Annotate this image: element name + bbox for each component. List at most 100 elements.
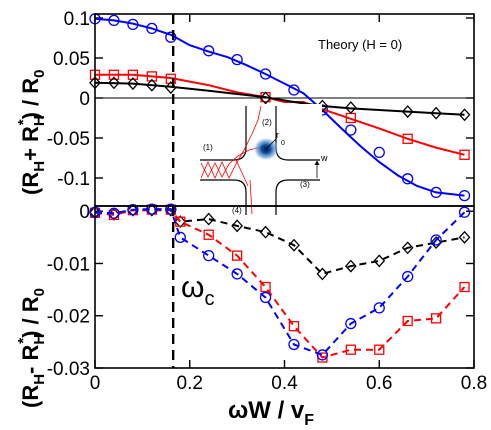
lead-4-label: (4) xyxy=(232,206,242,215)
inset-trajectories xyxy=(200,105,263,215)
width-label: w xyxy=(320,153,328,163)
bottom-marker-circle xyxy=(458,206,471,218)
top-y-tick-label: 0 xyxy=(79,89,90,110)
bottom-marker-circle xyxy=(345,317,357,330)
bottom-marker-circle xyxy=(231,268,243,280)
top-marker-circle xyxy=(458,189,471,202)
bottom-series-line-diamond xyxy=(94,209,465,276)
top-marker-circle xyxy=(259,68,272,80)
top-marker-circle xyxy=(430,186,442,199)
lead-2-label: (2) xyxy=(262,118,272,127)
bottom-marker-circle xyxy=(203,249,215,262)
bottom-y-ticks: 0 -0.01 -0.02 -0.03 xyxy=(47,202,474,380)
bottom-marker-circle xyxy=(108,207,120,219)
bottom-marker-diamond xyxy=(127,203,139,217)
bottom-series-layer xyxy=(89,203,471,363)
top-marker-circle xyxy=(402,173,414,185)
top-series-line-circle xyxy=(94,17,465,197)
top-y-tick-label: 0.05 xyxy=(53,49,90,70)
x-axis-label: ωW / vF xyxy=(228,397,314,429)
bottom-marker-square xyxy=(345,344,356,355)
lead-3-label: (3) xyxy=(300,180,310,189)
bottom-series-line-circle xyxy=(94,208,466,357)
top-marker-circle xyxy=(203,45,215,57)
top-marker-square xyxy=(146,71,158,82)
bottom-y-tick-label: 0 xyxy=(79,202,90,223)
bottom-marker-diamond xyxy=(288,238,300,252)
top-marker-circle xyxy=(108,14,120,27)
top-marker-square xyxy=(127,69,139,80)
bottom-marker-circle xyxy=(402,270,414,283)
bottom-panel: 0 -0.01 -0.02 -0.03 0 0.2 0.4 0.6 0.8 xyxy=(47,14,487,394)
top-marker-diamond xyxy=(458,108,471,122)
cross-junction-inset: (1) (2) (3) (4) r 0 w xyxy=(198,104,328,217)
top-y-ticks: 0.1 0.05 0 -0.05 -0.1 xyxy=(47,9,474,190)
bottom-y-tick-label: -0.03 xyxy=(47,359,90,380)
inset-wall-bottom-right xyxy=(275,179,320,215)
top-marker-circle xyxy=(231,53,243,66)
top-marker-square xyxy=(402,133,413,144)
lead-1-label: (1) xyxy=(203,143,213,152)
x-tick-label: 0.2 xyxy=(177,373,203,394)
top-marker-square xyxy=(459,149,470,160)
bottom-marker-diamond xyxy=(373,254,386,268)
bottom-marker-square xyxy=(288,321,300,332)
bottom-panel-frame xyxy=(94,205,475,369)
top-marker-diamond xyxy=(401,105,414,119)
bottom-marker-diamond xyxy=(458,230,471,244)
x-tick-label: 0.8 xyxy=(461,373,487,394)
inset-wall-bottom-left xyxy=(200,179,247,215)
top-marker-diamond xyxy=(344,101,357,115)
top-marker-circle xyxy=(288,84,300,96)
top-marker-square xyxy=(108,69,120,80)
bottom-marker-circle xyxy=(127,204,139,216)
bottom-marker-square xyxy=(231,250,243,261)
radius-label-sub: 0 xyxy=(281,140,285,147)
width-arrow-top xyxy=(314,160,320,165)
bottom-marker-diamond xyxy=(202,212,215,226)
bottom-y-tick-label: -0.01 xyxy=(47,254,90,275)
top-y-axis-label: (RH+ RH*) / R0 xyxy=(15,69,48,195)
bottom-marker-circle xyxy=(174,231,186,244)
bottom-marker-diamond xyxy=(401,241,414,255)
bottom-marker-diamond xyxy=(430,236,442,250)
top-marker-circle xyxy=(373,146,385,159)
top-marker-diamond xyxy=(127,77,139,91)
top-marker-diamond xyxy=(430,106,442,120)
bottom-marker-square xyxy=(402,315,413,327)
bottom-marker-circle xyxy=(146,203,158,215)
top-series-layer xyxy=(89,13,471,202)
bottom-marker-circle xyxy=(165,203,177,215)
bottom-marker-diamond xyxy=(231,219,244,233)
x-tick-label: 0 xyxy=(90,373,101,394)
bottom-marker-circle xyxy=(430,234,442,246)
x-tick-label: 0.4 xyxy=(271,373,298,394)
bottom-marker-square xyxy=(203,229,214,240)
omega-c-label: ωc xyxy=(181,271,214,310)
omega-c-symbol: ω xyxy=(181,271,204,304)
bottom-marker-square xyxy=(374,344,385,355)
top-marker-circle xyxy=(127,18,139,31)
bottom-marker-square xyxy=(459,281,470,293)
bottom-marker-diamond xyxy=(259,225,272,239)
bottom-marker-square xyxy=(430,313,442,324)
top-marker-diamond xyxy=(145,78,158,92)
x-ticks: 0 0.2 0.4 0.6 0.8 xyxy=(90,14,487,394)
top-y-tick-label: 0.1 xyxy=(64,9,90,30)
bottom-marker-circle xyxy=(316,349,329,361)
top-marker-diamond xyxy=(108,76,120,90)
top-marker-circle xyxy=(146,22,158,35)
top-y-tick-label: -0.1 xyxy=(57,169,90,190)
top-panel: 0.1 0.05 0 -0.05 -0.1 Theory (H = 0) xyxy=(47,9,474,202)
theory-annotation: Theory (H = 0) xyxy=(318,37,402,52)
top-y-tick-label: -0.05 xyxy=(47,129,90,150)
bottom-series-line-square xyxy=(94,208,466,359)
top-marker-circle xyxy=(345,124,357,136)
bottom-marker-square xyxy=(260,281,271,293)
omega-c-subscript: c xyxy=(204,288,214,310)
bottom-y-tick-label: -0.02 xyxy=(47,307,90,328)
bottom-marker-diamond xyxy=(316,267,329,281)
top-marker-diamond xyxy=(259,91,272,105)
radius-line xyxy=(265,138,277,150)
